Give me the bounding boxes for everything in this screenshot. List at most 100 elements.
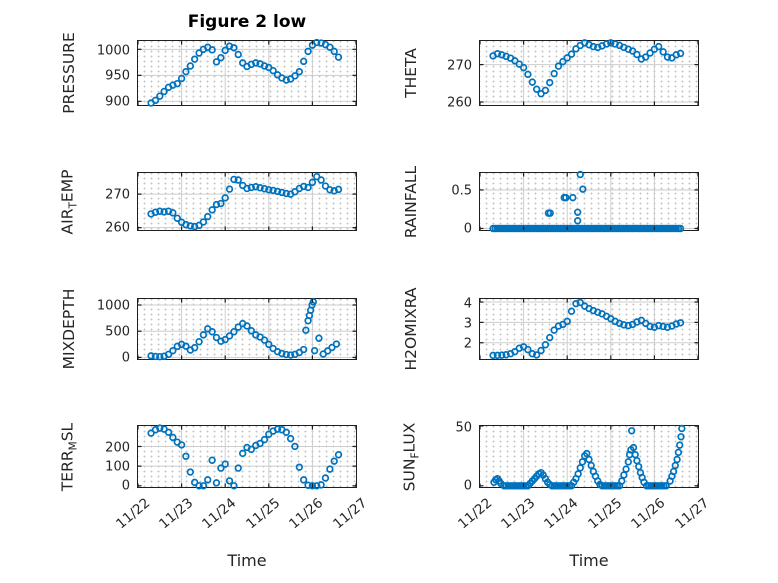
scatter-point xyxy=(515,60,523,68)
x-tick-label: 11/27 xyxy=(329,495,370,533)
scatter-point xyxy=(190,478,199,487)
scatter-point xyxy=(624,458,632,466)
scatter-point xyxy=(309,298,317,306)
scatter-series-sun-flux xyxy=(490,424,686,490)
scatter-point xyxy=(672,51,680,59)
y-tick-label: 260 xyxy=(105,220,130,236)
scatter-point xyxy=(212,333,221,342)
scatter-point xyxy=(243,184,251,193)
scatter-point xyxy=(199,218,208,226)
scatter-point xyxy=(554,62,563,70)
scatter-point xyxy=(524,70,532,79)
scatter-point xyxy=(624,321,632,330)
scatter-point xyxy=(602,40,611,48)
scatter-point xyxy=(299,345,308,354)
scatter-point xyxy=(260,435,269,444)
scatter-point xyxy=(217,53,225,62)
scatter-point xyxy=(234,176,242,184)
scatter-point xyxy=(269,66,277,75)
scatter-point xyxy=(330,47,338,56)
plot-area-h2omixra xyxy=(479,298,699,360)
y-axis-label-text: MIXDEPTH xyxy=(60,288,78,370)
subplot-h2omixra: H2OMIXRA 2 3 4 xyxy=(402,287,699,371)
scatter-point xyxy=(195,338,203,346)
plot-area-mixdepth xyxy=(137,298,357,361)
scatter-point xyxy=(633,50,641,59)
y-axis-label-text: SUN xyxy=(400,458,419,491)
scatter-point xyxy=(208,206,216,214)
y-axis-label-text: LUX xyxy=(400,422,419,452)
plot-area-rainfall xyxy=(479,170,699,233)
scatter-point xyxy=(587,461,595,470)
scatter-point xyxy=(615,319,624,328)
scatter-point xyxy=(498,351,506,359)
scatter-point xyxy=(635,462,643,471)
scatter-point xyxy=(511,57,519,65)
scatter-point xyxy=(190,222,199,231)
scatter-point xyxy=(186,222,195,230)
scatter-point xyxy=(676,441,684,449)
y-axis-label-theta: THETA xyxy=(402,48,420,98)
y-axis-label-h2omixra: H2OMIXRA xyxy=(402,287,420,370)
scatter-point xyxy=(173,214,181,223)
scatter-point xyxy=(169,209,177,217)
y-axis-label-text: AIR xyxy=(58,208,77,234)
y-tick-label: 0 xyxy=(121,350,130,366)
scatter-point xyxy=(208,456,216,464)
scatter-point xyxy=(265,340,273,349)
scatter-point xyxy=(676,224,685,233)
x-tick-label: 11/24 xyxy=(199,495,240,533)
scatter-point xyxy=(225,332,234,340)
scatter-point xyxy=(186,468,195,476)
subplot-rainfall: RAINFALL 0 0.5 xyxy=(402,165,699,238)
scatter-series-h2omixra xyxy=(489,298,685,360)
scatter-point xyxy=(190,55,199,63)
y-axis-label-text: EMP xyxy=(58,169,77,202)
scatter-point xyxy=(282,189,290,198)
plot-area-air-temp xyxy=(137,172,357,231)
scatter-point xyxy=(230,482,238,490)
scatter-point xyxy=(230,328,238,336)
scatter-point xyxy=(313,38,321,47)
scatter-point xyxy=(655,321,663,330)
scatter-point xyxy=(234,323,242,331)
scatter-point xyxy=(286,351,295,359)
scatter-point xyxy=(308,178,317,187)
y-tick-label: 3 xyxy=(463,316,472,331)
scatter-point xyxy=(199,331,208,339)
scatter-point xyxy=(169,433,177,442)
scatter-point xyxy=(567,307,576,315)
scatter-point xyxy=(583,449,591,458)
x-tick-label: 11/22 xyxy=(454,495,495,533)
y-tick-label: 270 xyxy=(105,187,130,203)
scatter-point xyxy=(182,220,190,229)
y-axis-label-pressure: PRESSURE xyxy=(60,32,78,114)
scatter-point xyxy=(620,321,628,329)
scatter-point xyxy=(659,322,667,331)
scatter-point xyxy=(317,481,325,489)
scatter-point xyxy=(252,183,260,191)
scatter-series-theta xyxy=(489,39,685,98)
y-axis-label-subscript: T xyxy=(67,201,80,208)
y-tick-label: 1000 xyxy=(96,43,130,59)
scatter-point xyxy=(151,208,160,216)
scatter-point xyxy=(620,471,628,479)
scatter-point xyxy=(221,335,229,344)
y-axis-label-text: SL xyxy=(58,422,77,441)
plot-area-pressure xyxy=(137,38,357,107)
scatter-series-terr-msl xyxy=(147,424,343,490)
scatter-point xyxy=(265,186,273,194)
scatter-point xyxy=(628,47,637,55)
scatter-point xyxy=(334,185,343,194)
scatter-point xyxy=(304,481,312,489)
scatter-point xyxy=(147,429,155,437)
scatter-point xyxy=(579,185,587,193)
x-tick-label: 11/26 xyxy=(286,495,327,533)
x-tick-label: 11/23 xyxy=(498,495,539,533)
scatter-point xyxy=(330,187,338,195)
scatter-point xyxy=(671,461,679,470)
scatter-point xyxy=(260,185,269,193)
scatter-point xyxy=(186,62,195,70)
scatter-point xyxy=(225,477,234,485)
scatter-point xyxy=(239,59,247,67)
